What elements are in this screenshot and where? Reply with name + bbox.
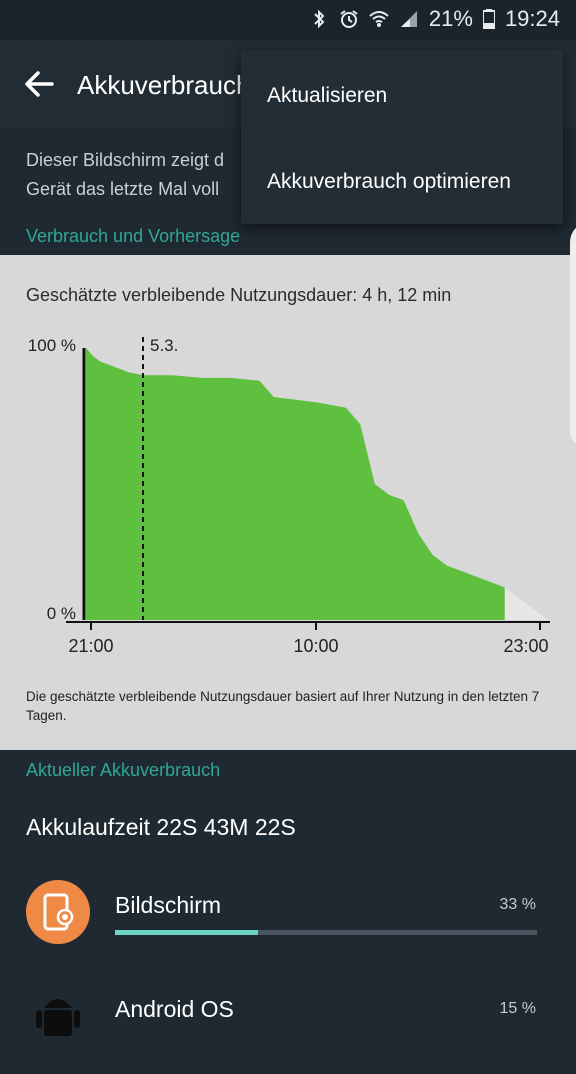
screen-brightness-icon xyxy=(26,880,90,944)
estimate-footnote: Die geschätzte verbleibende Nutzungsdaue… xyxy=(26,689,540,723)
alarm-icon xyxy=(340,10,358,28)
app-usage-percent: 33 % xyxy=(499,896,536,913)
section-header-current-usage: Aktueller Akkuverbrauch xyxy=(26,760,221,780)
clock: 19:24 xyxy=(504,6,560,31)
bluetooth-icon xyxy=(314,9,325,29)
menu-item-refresh[interactable]: Aktualisieren xyxy=(267,84,388,107)
android-icon xyxy=(26,984,90,1048)
back-arrow-icon[interactable] xyxy=(22,66,58,102)
overflow-menu: Aktualisieren Akkuverbrauch optimieren xyxy=(241,50,563,224)
section-header-usage-forecast: Verbrauch und Vorhersage xyxy=(26,226,241,246)
x-tick-label: 10:00 xyxy=(293,636,338,656)
page-title: Akkuverbrauch xyxy=(77,70,251,100)
status-bar: 21% 19:24 xyxy=(0,0,576,40)
battery-level-area xyxy=(86,348,505,620)
wifi-icon xyxy=(369,11,389,27)
remaining-time-estimate: Geschätzte verbleibende Nutzungsdauer: 4… xyxy=(26,285,452,305)
battery-runtime: Akkulaufzeit 22S 43M 22S xyxy=(26,814,296,840)
battery-chart: 5.3. 100 % 0 % 21:00 10:00 23:00 xyxy=(28,336,550,656)
y-axis-top-label: 100 % xyxy=(28,336,76,355)
app-usage-percent: 15 % xyxy=(499,1000,536,1017)
usage-bar xyxy=(115,930,537,935)
intro-line-1: Dieser Bildschirm zeigt d xyxy=(26,150,225,170)
app-name: Android OS xyxy=(115,996,234,1022)
signal-icon xyxy=(400,11,417,27)
x-tick-label: 21:00 xyxy=(68,636,113,656)
intro-line-2: Gerät das letzte Mal voll xyxy=(26,179,220,199)
edge-panel-handle[interactable] xyxy=(570,222,576,450)
x-tick-label: 23:00 xyxy=(503,636,548,656)
battery-percent: 21% xyxy=(428,6,473,31)
usage-bar-fill xyxy=(115,930,259,935)
intro-text: Dieser Bildschirm zeigt d Gerät das letz… xyxy=(26,146,546,204)
battery-icon xyxy=(482,9,495,29)
app-usage-row-bildschirm[interactable]: Bildschirm 33 % xyxy=(0,880,576,970)
menu-item-optimize[interactable]: Akkuverbrauch optimieren xyxy=(267,170,511,193)
y-axis-bottom-label: 0 % xyxy=(47,604,76,623)
prediction-area xyxy=(504,587,548,620)
app-usage-row-android-os[interactable]: Android OS 15 % xyxy=(0,984,576,1074)
chart-card: Geschätzte verbleibende Nutzungsdauer: 4… xyxy=(0,255,576,750)
date-marker-label: 5.3. xyxy=(150,336,178,355)
app-name: Bildschirm xyxy=(115,892,222,918)
status-icons: 21% 19:24 xyxy=(309,6,560,32)
